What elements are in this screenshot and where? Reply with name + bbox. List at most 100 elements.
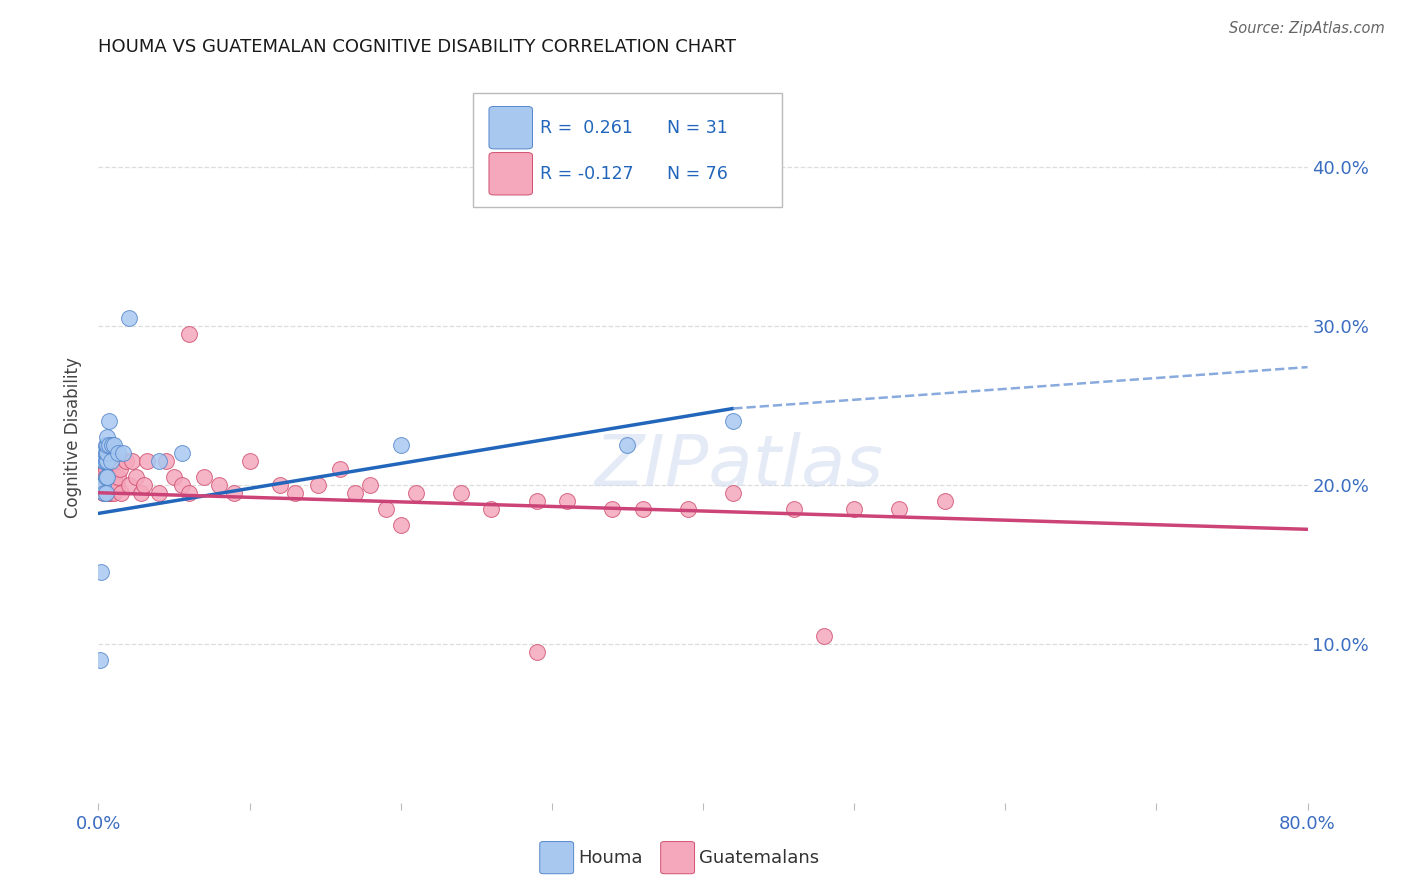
Point [96,477,118,491]
Point [93,485,115,500]
Point [94,485,117,500]
Point [90,477,112,491]
Point [616,438,638,452]
Point [110,485,132,500]
Point [96,485,118,500]
Point [813,629,835,643]
Point [723,414,745,428]
Text: Source: ZipAtlas.com: Source: ZipAtlas.com [1229,21,1385,36]
Point [100,470,122,484]
Point [329,462,352,476]
FancyBboxPatch shape [661,841,695,874]
Text: Guatemalans: Guatemalans [699,848,820,867]
Point [284,485,307,500]
Point [103,438,125,452]
Point [94,470,117,484]
Point [269,477,291,491]
Point [101,477,124,491]
Point [360,477,382,491]
Point [96,470,118,484]
Point [93,462,115,476]
Point [121,454,143,468]
Point [91,454,114,468]
Point [602,501,624,516]
Point [307,477,329,491]
Text: N = 76: N = 76 [666,165,727,183]
Point [239,454,262,468]
Point [91,454,114,468]
Point [526,493,548,508]
Point [93,454,115,468]
Point [148,485,170,500]
Point [450,485,472,500]
Point [98,485,121,500]
Point [723,485,745,500]
Point [100,454,122,468]
Point [132,477,155,491]
Point [405,485,427,500]
Point [389,517,412,532]
Point [93,454,115,468]
Point [90,566,112,580]
Point [155,454,177,468]
Point [555,493,578,508]
Point [108,462,131,476]
FancyBboxPatch shape [489,153,533,195]
Point [100,485,122,500]
Point [96,470,118,484]
Text: ZIPatlas: ZIPatlas [595,432,884,500]
Point [91,446,114,460]
Point [125,470,148,484]
Point [170,477,193,491]
Point [934,493,956,508]
Point [98,477,121,491]
Text: R =  0.261: R = 0.261 [540,119,633,136]
Point [98,446,121,460]
Point [93,477,115,491]
Point [179,485,201,500]
Y-axis label: Cognitive Disability: Cognitive Disability [65,357,83,517]
Point [107,446,129,460]
Point [96,438,118,452]
Point [344,485,367,500]
Point [89,653,111,667]
Point [889,501,911,516]
Point [94,470,117,484]
Point [118,477,141,491]
Point [94,485,117,500]
Point [163,470,186,484]
Point [676,501,699,516]
Point [89,454,111,468]
Point [98,470,121,484]
Point [114,454,136,468]
Point [135,454,157,468]
Point [94,454,117,468]
Point [844,501,866,516]
Point [93,470,115,484]
Point [94,454,117,468]
Point [224,485,246,500]
Point [94,438,117,452]
FancyBboxPatch shape [474,94,782,207]
Point [96,454,118,468]
Point [481,501,503,516]
Point [193,470,215,484]
Point [100,462,122,476]
Point [105,477,128,491]
Point [118,310,141,325]
Point [91,485,114,500]
Point [129,485,152,500]
Point [103,470,125,484]
Point [96,446,118,460]
Text: N = 31: N = 31 [666,119,727,136]
Point [90,454,112,468]
Text: HOUMA VS GUATEMALAN COGNITIVE DISABILITY CORRELATION CHART: HOUMA VS GUATEMALAN COGNITIVE DISABILITY… [98,38,737,56]
Point [179,326,201,341]
Point [101,454,124,468]
Point [90,470,112,484]
Point [208,477,231,491]
Point [98,414,121,428]
Point [94,446,117,460]
FancyBboxPatch shape [489,106,533,149]
Point [101,438,124,452]
